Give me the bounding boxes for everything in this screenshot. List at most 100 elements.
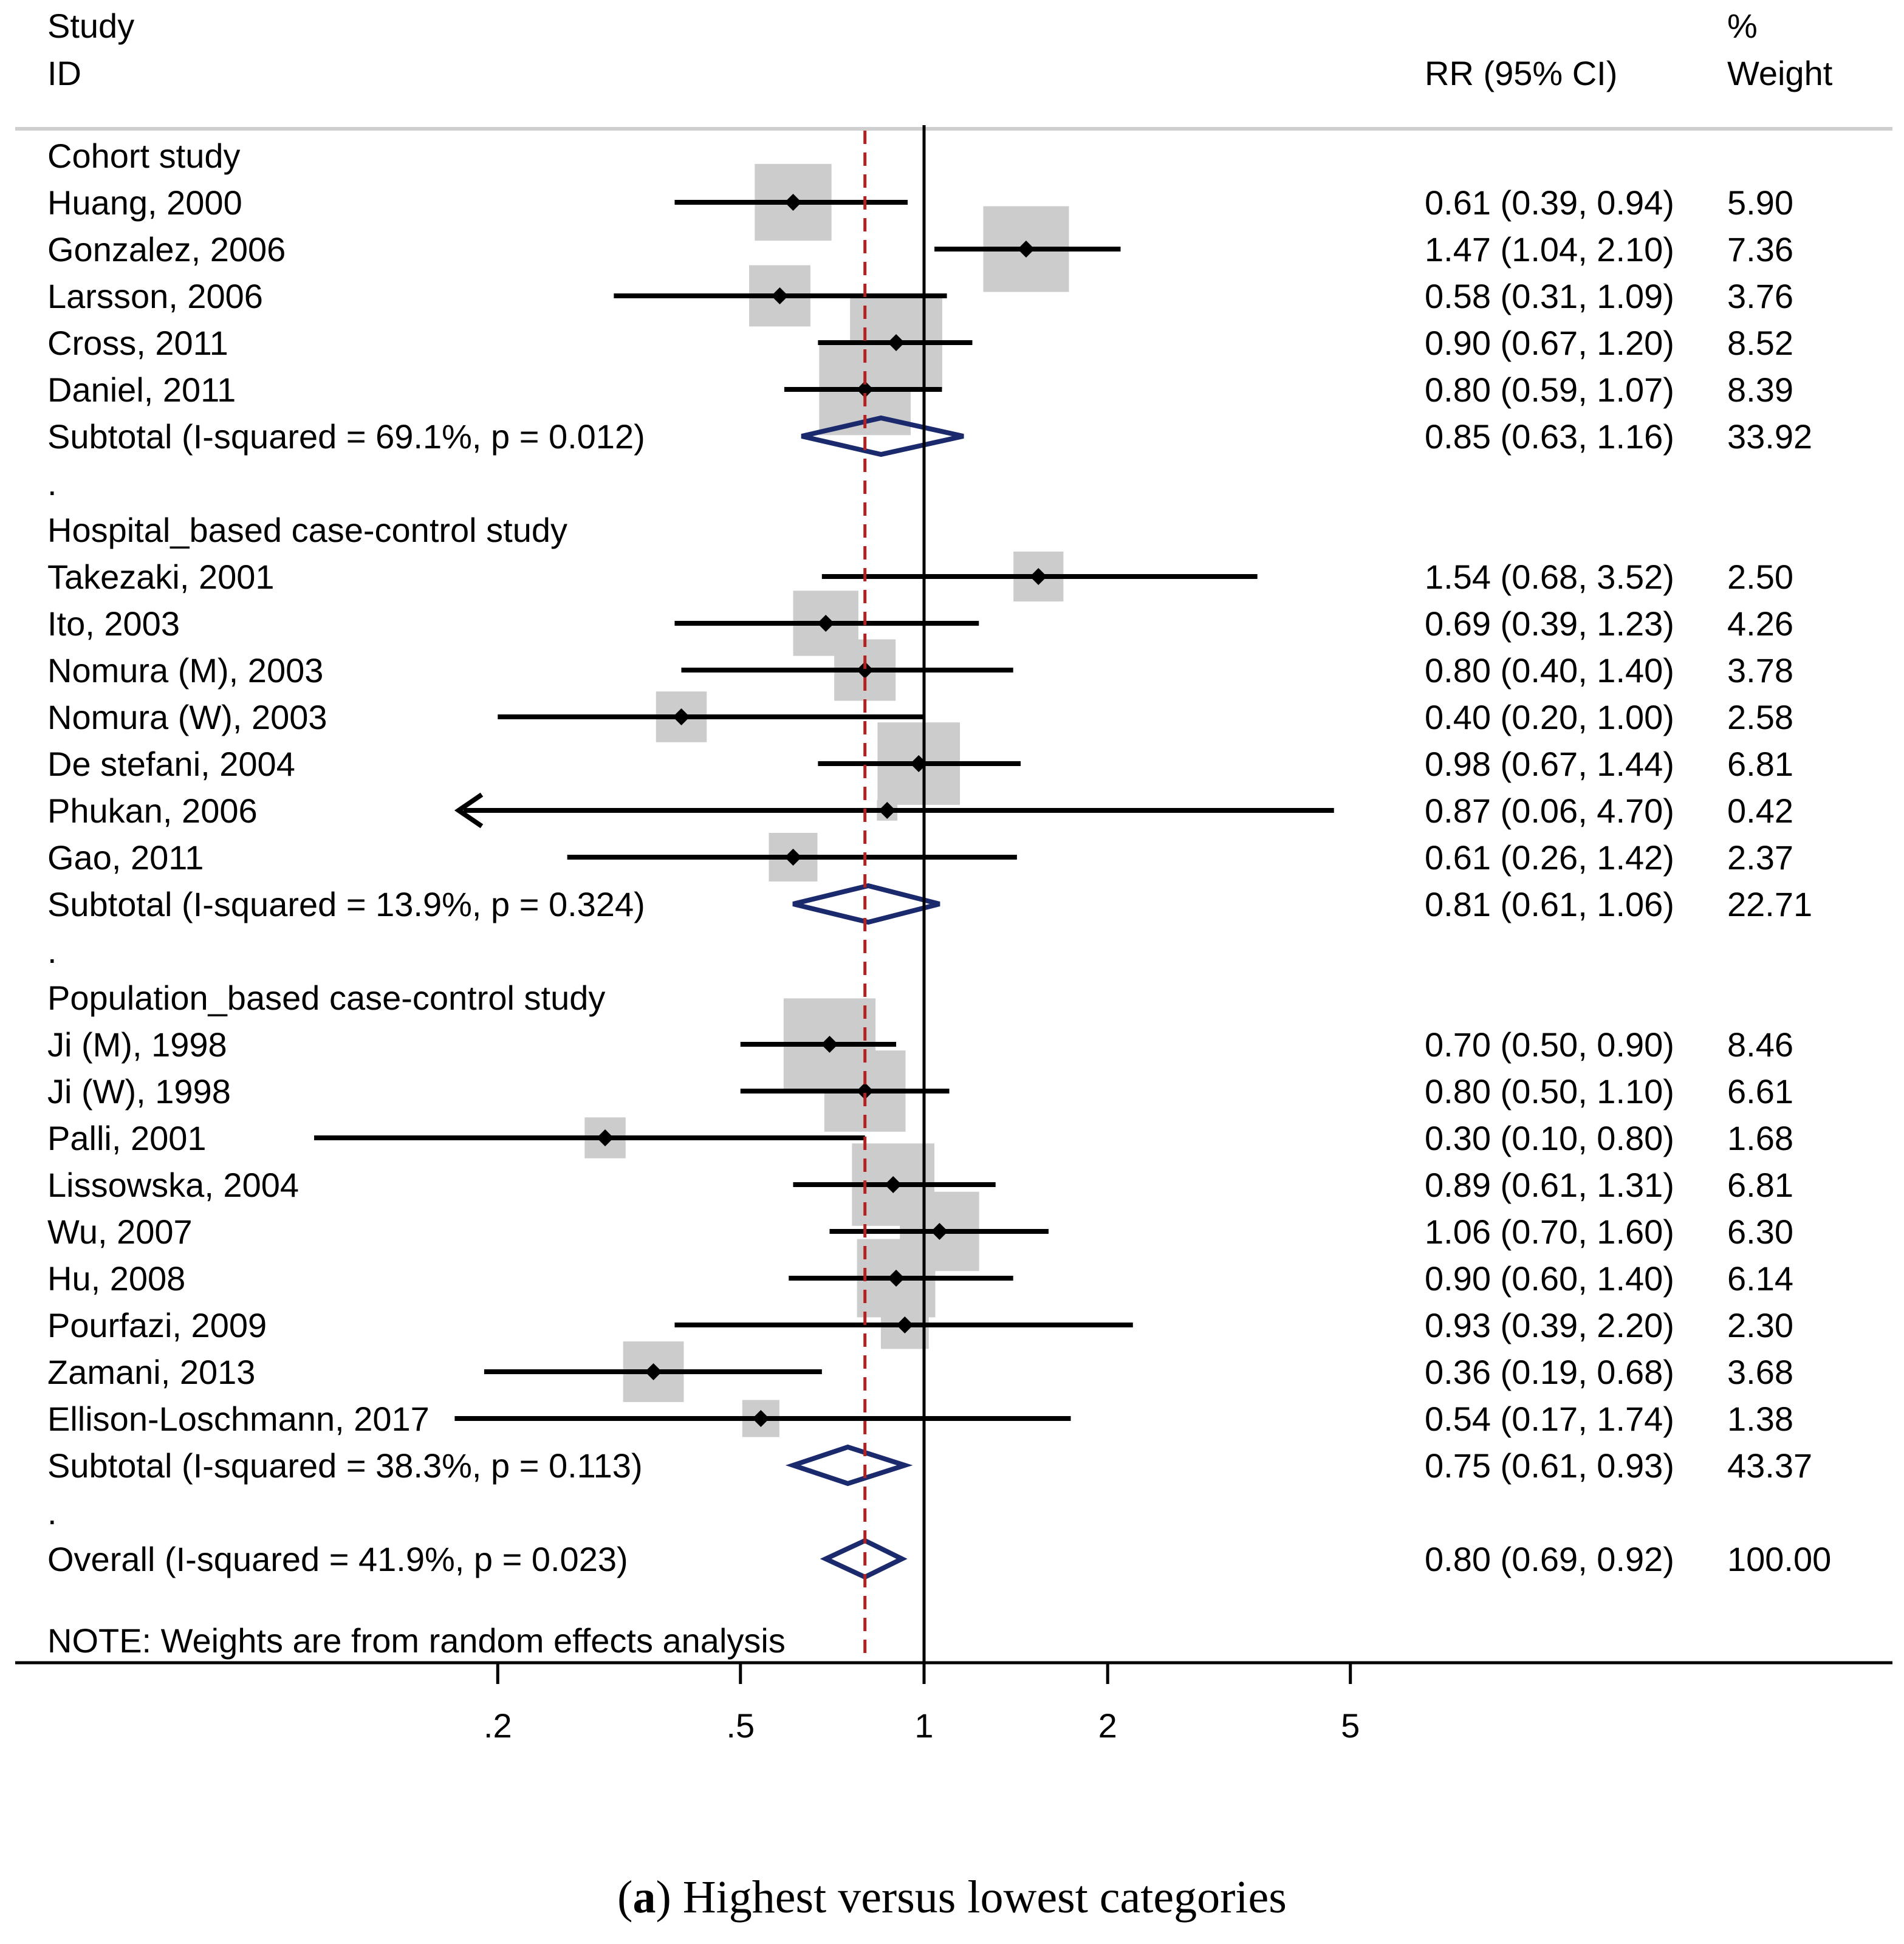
weight-value: 33.92 xyxy=(1727,417,1812,456)
weight-value: 1.68 xyxy=(1727,1119,1793,1157)
weight-value: 0.42 xyxy=(1727,792,1793,830)
point-estimate xyxy=(784,849,802,866)
point-estimate xyxy=(597,1129,614,1146)
weight-value: 2.37 xyxy=(1727,838,1793,877)
chart-marks xyxy=(314,125,1334,1663)
subtotal-label: Subtotal (I-squared = 69.1%, p = 0.012) xyxy=(47,417,645,456)
point-estimate xyxy=(896,1316,914,1333)
x-tick-label: .5 xyxy=(726,1706,755,1745)
ci-value: 0.61 (0.26, 1.42) xyxy=(1425,838,1674,877)
ci-value: 0.54 (0.17, 1.74) xyxy=(1425,1400,1674,1438)
weight-value: 6.61 xyxy=(1727,1072,1793,1111)
ci-value: 0.58 (0.31, 1.09) xyxy=(1425,277,1674,315)
header-rr: RR (95% CI) xyxy=(1425,54,1617,92)
weight-value: 8.52 xyxy=(1727,324,1793,362)
point-estimate xyxy=(784,194,802,211)
x-tick-label: .2 xyxy=(484,1706,512,1745)
study-label: Wu, 2007 xyxy=(47,1213,193,1251)
weight-value: 8.39 xyxy=(1727,371,1793,409)
header-percent: % xyxy=(1727,7,1758,45)
study-label: Gao, 2011 xyxy=(47,838,204,877)
ci-value: 0.90 (0.60, 1.40) xyxy=(1425,1259,1674,1298)
weight-value: 6.81 xyxy=(1727,745,1793,783)
weight-value: 1.38 xyxy=(1727,1400,1793,1438)
overall-diamond xyxy=(820,1538,908,1580)
study-label: Ji (M), 1998 xyxy=(47,1025,227,1064)
study-label: Lissowska, 2004 xyxy=(47,1166,299,1204)
ci-value: 1.06 (0.70, 1.60) xyxy=(1425,1213,1674,1251)
ci-value: 0.85 (0.63, 1.16) xyxy=(1425,417,1674,456)
point-estimate xyxy=(856,662,874,679)
study-label: Huang, 2000 xyxy=(47,183,242,222)
point-estimate xyxy=(817,615,835,632)
study-label: Ellison-Loschmann, 2017 xyxy=(47,1400,430,1438)
point-estimate xyxy=(1030,568,1047,585)
ci-value: 0.81 (0.61, 1.06) xyxy=(1425,885,1674,923)
ci-value: 0.80 (0.40, 1.40) xyxy=(1425,651,1674,690)
ci-value: 0.80 (0.50, 1.10) xyxy=(1425,1072,1674,1111)
weight-value: 3.76 xyxy=(1727,277,1793,315)
weight-value: 3.68 xyxy=(1727,1353,1793,1391)
weight-value: 3.78 xyxy=(1727,651,1793,690)
x-tick-label: 2 xyxy=(1098,1706,1117,1745)
x-axis-ticks: .2 .5 1 2 5 xyxy=(484,1663,1360,1745)
point-estimate xyxy=(888,334,905,351)
spacer-label: . xyxy=(47,932,57,970)
figure-caption: (a) Highest versus lowest categories xyxy=(617,1872,1287,1923)
subtotal-diamond xyxy=(785,1444,913,1487)
group-label: Hospital_based case-control study xyxy=(47,511,567,549)
study-label: Larsson, 2006 xyxy=(47,277,263,315)
point-estimate xyxy=(856,1083,874,1100)
weight-value: 7.36 xyxy=(1727,230,1793,269)
weight-value: 43.37 xyxy=(1727,1446,1812,1485)
study-label: Cross, 2011 xyxy=(47,324,228,362)
ci-value: 0.89 (0.61, 1.31) xyxy=(1425,1166,1674,1204)
point-estimate xyxy=(931,1223,948,1240)
weight-value: 5.90 xyxy=(1727,183,1793,222)
note-text: NOTE: Weights are from random effects an… xyxy=(47,1621,786,1660)
study-label: Palli, 2001 xyxy=(47,1119,207,1157)
point-estimate xyxy=(878,802,896,819)
ci-arrow-left xyxy=(454,792,484,829)
ci-value: 0.40 (0.20, 1.00) xyxy=(1425,698,1674,736)
point-estimate xyxy=(1017,241,1035,258)
spacer-label: . xyxy=(47,464,57,502)
point-estimate xyxy=(885,1176,902,1193)
ci-value: 0.87 (0.06, 4.70) xyxy=(1425,792,1674,830)
weight-value: 6.30 xyxy=(1727,1213,1793,1251)
row-labels: Cohort study Huang, 2000 0.61 (0.39, 0.94)… xyxy=(47,137,1831,1578)
study-label: Nomura (M), 2003 xyxy=(47,651,323,690)
x-tick-label: 5 xyxy=(1341,1706,1360,1745)
subtotal-diamond xyxy=(801,415,964,457)
ci-value: 0.36 (0.19, 0.68) xyxy=(1425,1353,1674,1391)
group-label: Population_based case-control study xyxy=(47,979,605,1017)
study-label: De stefani, 2004 xyxy=(47,745,295,783)
ci-value: 1.54 (0.68, 3.52) xyxy=(1425,558,1674,596)
ci-value: 0.69 (0.39, 1.23) xyxy=(1425,604,1674,643)
ci-value: 0.93 (0.39, 2.20) xyxy=(1425,1306,1674,1344)
header-study: Study xyxy=(47,7,134,45)
point-estimate xyxy=(888,1270,905,1287)
ci-value: 0.61 (0.39, 0.94) xyxy=(1425,183,1674,222)
weight-value: 2.30 xyxy=(1727,1306,1793,1344)
subtotal-diamond xyxy=(792,883,940,925)
point-estimate xyxy=(645,1363,662,1380)
point-estimate xyxy=(821,1036,838,1053)
ci-value: 0.80 (0.69, 0.92) xyxy=(1425,1540,1674,1578)
ci-value: 0.80 (0.59, 1.07) xyxy=(1425,371,1674,409)
study-label: Takezaki, 2001 xyxy=(47,558,275,596)
weight-value: 2.58 xyxy=(1727,698,1793,736)
weight-value: 4.26 xyxy=(1727,604,1793,643)
header-weight: Weight xyxy=(1727,54,1833,92)
ci-value: 1.47 (1.04, 2.10) xyxy=(1425,230,1674,269)
weight-value: 6.14 xyxy=(1727,1259,1793,1298)
point-estimate xyxy=(856,381,874,398)
group-label: Cohort study xyxy=(47,137,241,175)
point-estimate xyxy=(771,287,789,304)
subtotal-label: Subtotal (I-squared = 38.3%, p = 0.113) xyxy=(47,1446,643,1485)
caption-letter: a xyxy=(632,1872,656,1923)
spacer-label: . xyxy=(47,1493,57,1532)
study-label: Pourfazi, 2009 xyxy=(47,1306,267,1344)
weight-value: 8.46 xyxy=(1727,1025,1793,1064)
study-label: Zamani, 2013 xyxy=(47,1353,255,1391)
